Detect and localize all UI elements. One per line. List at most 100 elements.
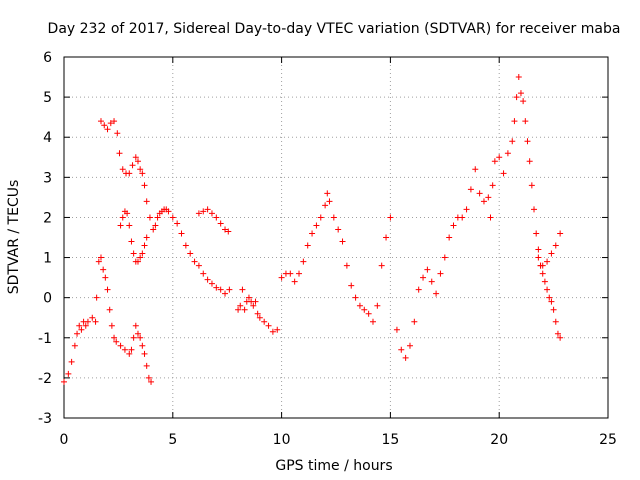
- data-point: [520, 98, 527, 105]
- data-point: [552, 318, 559, 325]
- data-point: [82, 322, 89, 329]
- data-point: [132, 154, 139, 161]
- data-point: [174, 220, 181, 227]
- data-point: [141, 182, 148, 189]
- data-point: [528, 182, 535, 189]
- data-point: [252, 298, 259, 305]
- data-point: [548, 250, 555, 257]
- data-point: [339, 238, 346, 245]
- x-tick-label: 25: [599, 432, 617, 448]
- series-arc-05: [195, 206, 232, 235]
- data-point: [324, 190, 331, 197]
- series-arc-04: [117, 208, 150, 265]
- data-point: [424, 266, 431, 273]
- data-point: [208, 280, 215, 287]
- series-arc-03: [97, 118, 233, 297]
- data-point: [517, 90, 524, 97]
- data-point: [526, 158, 533, 165]
- data-point: [541, 278, 548, 285]
- data-point: [265, 322, 272, 329]
- data-point: [134, 158, 141, 165]
- data-point: [313, 222, 320, 229]
- x-axis-label: GPS time / hours: [275, 458, 392, 474]
- data-point: [65, 370, 72, 377]
- data-point: [76, 322, 83, 329]
- data-point: [552, 242, 559, 249]
- data-point: [200, 270, 207, 277]
- data-point: [446, 234, 453, 241]
- data-point: [241, 306, 248, 313]
- data-point: [245, 294, 252, 301]
- data-point: [97, 118, 104, 125]
- data-point: [504, 150, 511, 157]
- data-point: [132, 322, 139, 329]
- data-point: [269, 328, 276, 335]
- data-point: [121, 346, 128, 353]
- data-point: [467, 186, 474, 193]
- series-arc-01: [61, 314, 99, 385]
- data-point: [322, 202, 329, 209]
- data-point: [546, 294, 553, 301]
- data-point: [126, 170, 133, 177]
- data-point: [300, 258, 307, 265]
- data-point: [217, 286, 224, 293]
- data-point: [544, 258, 551, 265]
- data-point: [116, 150, 123, 157]
- data-point: [496, 154, 503, 161]
- data-point: [535, 254, 542, 261]
- data-point: [239, 286, 246, 293]
- data-point: [256, 314, 263, 321]
- data-point: [104, 126, 111, 133]
- x-tick-label: 0: [60, 432, 69, 448]
- data-point: [113, 338, 120, 345]
- data-point: [550, 306, 557, 313]
- series-arc-08: [393, 166, 496, 361]
- data-point: [539, 270, 546, 277]
- data-point: [309, 230, 316, 237]
- data-point: [500, 170, 507, 177]
- data-point: [191, 258, 198, 265]
- data-point: [378, 262, 385, 269]
- data-point: [402, 354, 409, 361]
- data-point: [428, 278, 435, 285]
- data-point: [108, 322, 115, 329]
- data-point: [489, 182, 496, 189]
- data-point: [406, 342, 413, 349]
- data-point: [143, 362, 150, 369]
- data-point: [387, 214, 394, 221]
- data-point: [119, 214, 126, 221]
- data-point: [150, 226, 157, 233]
- data-point: [326, 198, 333, 205]
- data-point: [134, 330, 141, 337]
- data-point: [531, 206, 538, 213]
- data-point: [304, 242, 311, 249]
- data-point: [169, 214, 176, 221]
- data-point: [557, 230, 564, 237]
- data-point: [226, 286, 233, 293]
- data-point: [480, 198, 487, 205]
- x-tick-label: 10: [273, 432, 291, 448]
- data-point: [524, 138, 531, 145]
- data-point: [148, 378, 155, 385]
- y-tick-label: -2: [38, 371, 52, 387]
- data-point: [383, 234, 390, 241]
- data-point: [509, 138, 516, 145]
- data-point: [420, 274, 427, 281]
- y-tick-label: 4: [43, 130, 52, 146]
- y-tick-label: 0: [43, 291, 52, 307]
- series-arc-09: [487, 74, 564, 269]
- y-tick-label: 2: [43, 210, 52, 226]
- data-point: [117, 342, 124, 349]
- data-points: [61, 74, 564, 385]
- data-point: [237, 302, 244, 309]
- data-point: [137, 334, 144, 341]
- data-point: [141, 350, 148, 357]
- data-point: [433, 290, 440, 297]
- data-point: [204, 276, 211, 283]
- data-point: [254, 310, 261, 317]
- data-point: [511, 118, 518, 125]
- data-point: [365, 310, 372, 317]
- data-point: [291, 278, 298, 285]
- data-point: [141, 242, 148, 249]
- data-point: [213, 214, 220, 221]
